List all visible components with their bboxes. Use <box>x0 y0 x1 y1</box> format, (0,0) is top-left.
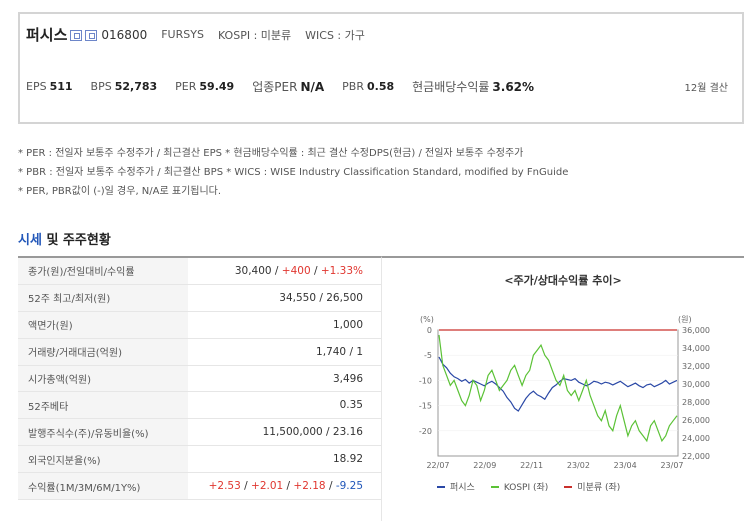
table-row: 52주 최고/최저(원) 34,550 / 26,500 <box>18 284 381 312</box>
left-tick-label: -15 <box>419 402 432 411</box>
table-row: 액면가(원) 1,000 <box>18 311 381 339</box>
price-table: 종가(원)/전일대비/수익률 30,400 / +400 / +1.33% 52… <box>18 256 381 501</box>
left-tick-label: -5 <box>424 351 432 360</box>
legend-item-fursys: 퍼시스 <box>437 480 475 493</box>
row-value: 1,740 / 1 <box>316 345 363 358</box>
legend-item-kospi: KOSPI (좌) <box>490 480 548 493</box>
table-row: 외국인지분율(%) 18.92 <box>18 446 381 474</box>
right-tick-label: 36,000 <box>682 326 710 335</box>
metric-bps: BPS 52,783 <box>90 80 158 93</box>
row-value: +2.53 / +2.01 / +2.18 / -9.25 <box>208 480 363 493</box>
row-label: 액면가(원) <box>18 311 188 338</box>
chart-title: <주가/상대수익률 추이> <box>504 274 622 287</box>
right-tick-label: 30,000 <box>682 380 710 389</box>
footnote-per: * PER : 전일자 보통주 수정주가 / 최근결산 EPS * 현금배당수익… <box>18 148 524 159</box>
row-value: 30,400 / +400 / +1.33% <box>234 264 363 277</box>
x-tick-label: 23/02 <box>567 461 590 470</box>
right-axis-label: (원) <box>678 315 692 324</box>
row-label: 종가(원)/전일대비/수익률 <box>18 258 188 284</box>
row-value: 1,000 <box>332 318 363 331</box>
table-row: 거래량/거래대금(억원) 1,740 / 1 <box>18 338 381 366</box>
x-tick-label: 22/09 <box>473 461 496 470</box>
footnotes: * PER : 전일자 보통주 수정주가 / 최근결산 EPS * 현금배당수익… <box>18 144 568 201</box>
row-value: 18.92 <box>332 453 363 466</box>
left-axis-label: (%) <box>420 315 434 324</box>
chart-legend: 퍼시스 KOSPI (좌) 미분류 (좌) <box>437 480 636 493</box>
market-classification: KOSPI : 미분류 <box>217 28 292 42</box>
right-tick-label: 24,000 <box>682 434 710 443</box>
key-metrics: EPS 511 BPS 52,783 PER 59.49 업종PER N/A PBR 0.… <box>26 78 552 95</box>
price-chart: 0 -5 -10 -15 -20 (%) 36,000 34,000 32,000 30,000 2… <box>419 315 710 470</box>
right-tick-label: 34,000 <box>682 344 710 353</box>
homepage-icon[interactable] <box>70 30 83 41</box>
metric-pbr: PBR 0.58 <box>342 80 395 93</box>
metric-per: PER 59.49 <box>175 80 235 93</box>
row-value: 11,500,000 / 23.16 <box>262 426 363 439</box>
english-name: FURSYS <box>161 28 204 41</box>
left-tick-label: -20 <box>419 427 432 436</box>
x-tick-label: 23/07 <box>660 461 683 470</box>
legend-item-unclassified: 미분류 (좌) <box>564 480 620 493</box>
row-label: 52주 최고/최저(원) <box>18 284 188 311</box>
row-label: 외국인지분율(%) <box>18 446 188 473</box>
stock-code: 016800 <box>101 27 148 42</box>
right-tick-label: 28,000 <box>682 398 710 407</box>
row-value: 0.35 <box>339 399 363 412</box>
company-title-row: 퍼시스 016800 FURSYS KOSPI : 미분류 WICS : 가구 <box>26 24 365 45</box>
footnote-pbr: * PBR : 전일자 보통주 수정주가 / 최근결산 BPS * WICS :… <box>18 167 569 178</box>
right-tick-label: 26,000 <box>682 416 710 425</box>
company-name: 퍼시스 <box>26 26 68 44</box>
row-label: 수익률(1M/3M/6M/1Y%) <box>18 473 188 500</box>
footnote-na: * PER, PBR값이 (-)일 경우, N/A로 표기됩니다. <box>18 186 222 197</box>
legend-swatch <box>490 485 499 488</box>
metric-eps: EPS 511 <box>26 80 73 93</box>
price-chart-panel: <주가/상대수익률 추이> 0 -5 -10 -15 -20 (%) 36,000 34,00… <box>381 256 744 521</box>
x-tick-label: 23/04 <box>614 461 637 470</box>
plot-area <box>437 329 679 457</box>
right-tick-label: 32,000 <box>682 362 710 371</box>
right-tick-label: 22,000 <box>682 452 710 461</box>
legend-swatch <box>437 485 445 488</box>
table-row: 시가총액(억원) 3,496 <box>18 365 381 393</box>
x-tick-label: 22/07 <box>426 461 449 470</box>
settlement-month: 12월 결산 <box>684 83 728 94</box>
row-label: 52주베타 <box>18 392 188 419</box>
x-tick-label: 22/11 <box>520 461 543 470</box>
table-row: 수익률(1M/3M/6M/1Y%) +2.53 / +2.01 / +2.18 … <box>18 473 381 501</box>
table-row: 52주베타 0.35 <box>18 392 381 420</box>
company-summary-box <box>18 12 744 124</box>
legend-swatch <box>564 485 573 488</box>
wics-classification: WICS : 가구 <box>305 28 365 42</box>
row-value: 34,550 / 26,500 <box>279 291 363 304</box>
left-tick-label: -10 <box>419 376 432 385</box>
section-title: 시세 및 주주현황 <box>18 233 111 248</box>
table-row: 종가(원)/전일대비/수익률 30,400 / +400 / +1.33% <box>18 258 381 285</box>
metric-dividend-yield: 현금배당수익률 3.62% <box>412 80 535 94</box>
report-icon[interactable] <box>85 30 98 41</box>
table-row: 발행주식수(주)/유동비율(%) 11,500,000 / 23.16 <box>18 419 381 447</box>
row-value: 3,496 <box>332 372 363 385</box>
row-label: 거래량/거래대금(억원) <box>18 338 188 365</box>
metric-sector-per: 업종PER N/A <box>252 80 325 94</box>
series-line-kospi <box>438 334 678 443</box>
left-tick-label: 0 <box>427 326 432 335</box>
row-label: 시가총액(억원) <box>18 365 188 392</box>
row-label: 발행주식수(주)/유동비율(%) <box>18 419 188 446</box>
